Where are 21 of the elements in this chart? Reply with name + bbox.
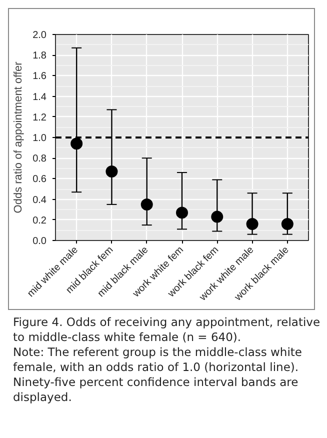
point	[106, 166, 118, 178]
y-tick-label: 0.6	[32, 174, 47, 186]
y-tick-label: 0.8	[32, 154, 47, 165]
y-axis-title: Odds ratio of appointment offer	[12, 61, 25, 214]
text: Note: The referent group is the middle-class white female, with an odds ratio of 1.0 (horizontal line). Ninety-five percent confidence interval bands are displayed.	[13, 344, 303, 405]
point	[140, 198, 153, 210]
y-tick-label: 1.0	[32, 133, 47, 144]
y-tick-label: 1.2	[32, 112, 47, 124]
point	[211, 210, 224, 223]
y-tick-label: 1.8	[32, 50, 47, 62]
point	[176, 206, 188, 219]
point	[70, 138, 83, 150]
y-tick-label: 1.6	[32, 71, 47, 82]
caption: Figure 4. Odds of receiving any appointment, relative to middle-class white female (n = 640).	[13, 315, 322, 345]
point	[281, 218, 294, 230]
y-tick-label: 2.0	[32, 30, 47, 41]
y-tick-label: 1.4	[32, 92, 47, 103]
y-tick-label: 0.2	[32, 215, 47, 226]
point	[246, 218, 258, 230]
y-tick-label: 0.0	[32, 236, 47, 247]
y-tick-label: 0.4	[32, 194, 47, 206]
